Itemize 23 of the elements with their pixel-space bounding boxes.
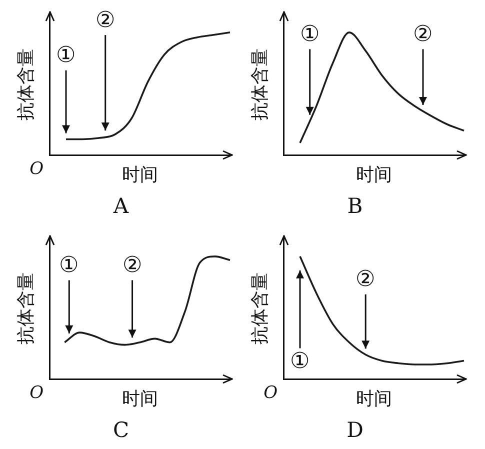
annotation: ② <box>356 267 376 292</box>
text: O <box>264 383 278 404</box>
text: O <box>30 159 44 180</box>
text: C <box>112 418 130 442</box>
y-axis-title: 抗体含量 <box>249 48 270 121</box>
x-axis-title: 时间 <box>122 388 158 410</box>
text: A <box>112 194 130 218</box>
annotation: ② <box>413 22 433 47</box>
annotation: ② <box>122 252 142 278</box>
annotation: ① <box>300 22 320 47</box>
x-axis-title: 时间 <box>122 164 158 186</box>
y-axis-title: 抗体含量 <box>15 48 36 121</box>
y-axis-title: 抗体含量 <box>15 272 36 345</box>
annotation: ① <box>56 43 76 68</box>
text: D <box>346 418 364 442</box>
text: B <box>347 194 363 218</box>
x-axis-title: 时间 <box>356 164 392 186</box>
y-axis-title: 抗体含量 <box>249 272 270 345</box>
x-axis-title: 时间 <box>356 388 392 410</box>
text: O <box>30 383 44 404</box>
annotation: ① <box>59 252 80 278</box>
annotation: ② <box>95 8 116 33</box>
annotation: ① <box>290 348 310 374</box>
